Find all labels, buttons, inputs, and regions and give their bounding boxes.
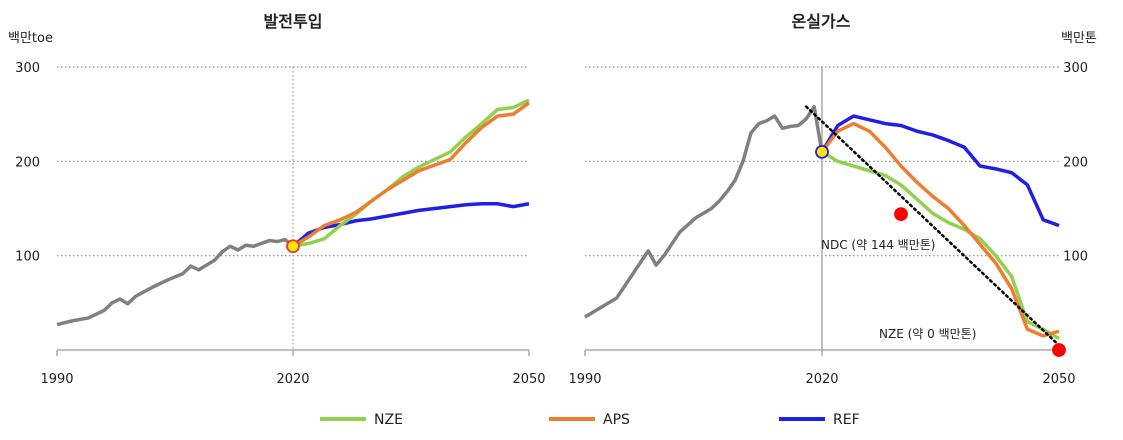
- point-marker: [286, 239, 300, 254]
- point-marker: [815, 144, 829, 159]
- x-tick-label: 2020: [276, 372, 309, 387]
- legend: NZE APS REF: [320, 412, 860, 428]
- y-tick-label: 300: [15, 61, 40, 76]
- x-tick-label: 2020: [805, 372, 838, 387]
- x-tick-label: 2050: [1042, 372, 1075, 387]
- trend-line: [804, 105, 1061, 347]
- history-line: [584, 104, 824, 319]
- y-axis-unit-label: 백만toe: [8, 31, 53, 46]
- annotation-label: NZE (약 0 백만톤): [879, 326, 976, 341]
- chart-title: 발전투입: [264, 12, 323, 31]
- point-marker: [894, 207, 908, 222]
- chart-title: 온실가스: [792, 12, 851, 31]
- y-tick-label: 100: [1063, 250, 1088, 265]
- series-line-ref: [291, 202, 530, 248]
- legend-label: NZE: [374, 412, 403, 428]
- series-line-aps: [292, 101, 531, 248]
- panel-ghg: 온실가스 백만톤 100 200 300 1990 2020 2050 NDC (약 14…: [568, 12, 1096, 387]
- legend-label: REF: [833, 412, 860, 428]
- x-tick-label: 1990: [568, 372, 601, 387]
- series-line-nze: [292, 98, 530, 248]
- y-axis-unit-label: 백만톤: [1061, 31, 1097, 46]
- history-line: [56, 237, 295, 327]
- x-tick-label: 1990: [40, 372, 73, 387]
- point-marker: [1052, 343, 1066, 357]
- annotation-label: NDC (약 144 백만톤): [821, 237, 935, 252]
- legend-label: APS: [603, 412, 630, 428]
- series-line-nze: [821, 150, 1060, 341]
- y-tick-label: 300: [1063, 61, 1088, 76]
- series-line-ref: [820, 114, 1060, 228]
- y-tick-label: 200: [1063, 155, 1088, 170]
- y-tick-label: 200: [15, 155, 40, 170]
- x-tick-label: 2050: [512, 372, 545, 387]
- panel-power-input: 발전투입 백만toe 100 200 300 1990 2020 2050: [8, 12, 546, 387]
- y-tick-label: 100: [15, 250, 40, 265]
